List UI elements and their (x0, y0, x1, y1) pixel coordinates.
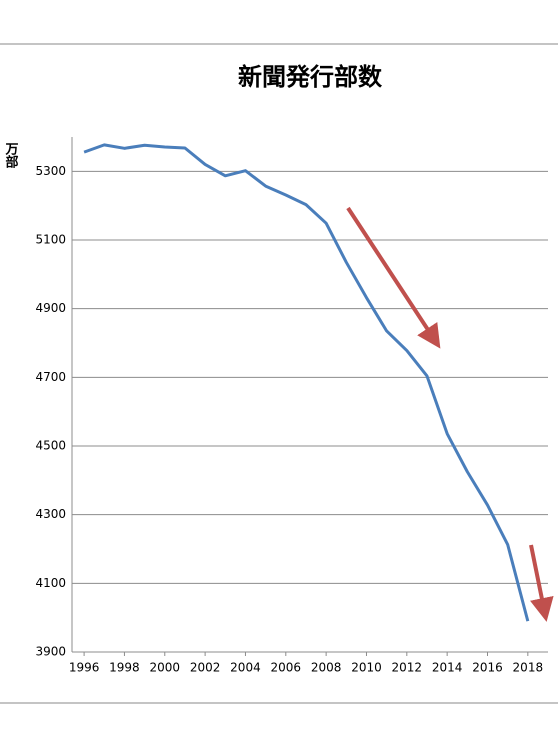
y-tick-label: 4700 (35, 370, 66, 384)
x-tick-label: 2018 (513, 661, 544, 675)
chart-title: 新聞発行部数 (238, 63, 383, 91)
x-tick-label: 2012 (392, 661, 423, 675)
x-tick-label: 2006 (271, 661, 302, 675)
y-tick-label: 4300 (35, 507, 66, 521)
x-tick-label: 2008 (311, 661, 342, 675)
trend-arrow (346, 206, 441, 349)
plot: 3900 4100 4300 4500 4700 4900 5100 5300 1996 1998… (35, 137, 548, 675)
x-tick-label: 1998 (109, 661, 140, 675)
y-tick-label: 4100 (35, 576, 66, 590)
x-tick-label: 2016 (472, 661, 503, 675)
y-tick-label: 5300 (35, 164, 66, 178)
x-tick-label: 2014 (432, 661, 463, 675)
y-tick-label: 4500 (35, 439, 66, 453)
y-tick-label: 5100 (35, 233, 66, 247)
data-line (83, 143, 530, 622)
y-axis-label: 万部 (3, 142, 20, 169)
y-tick-label: 4900 (35, 301, 66, 315)
x-tick-label: 1996 (69, 661, 100, 675)
y-tick-label: 3900 (35, 645, 66, 659)
x-tick-label: 2002 (190, 661, 221, 675)
x-tick-label: 2004 (230, 661, 261, 675)
x-tick-label: 2010 (351, 661, 382, 675)
x-tick-label: 2000 (150, 661, 181, 675)
trend-arrow (529, 544, 554, 622)
